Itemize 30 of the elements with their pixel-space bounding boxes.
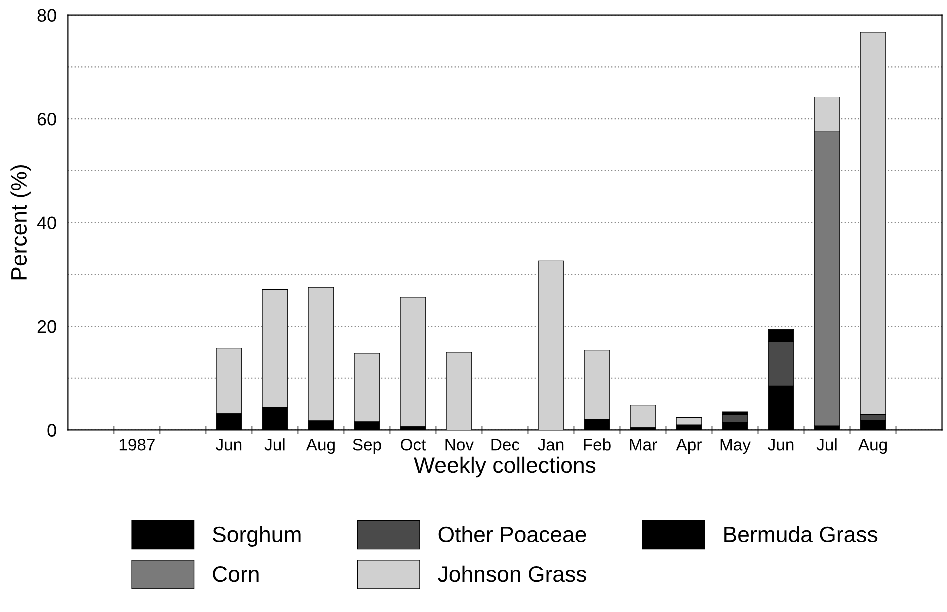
y-tick-label: 40 bbox=[37, 216, 56, 230]
legend-label: Corn bbox=[213, 566, 259, 582]
legend-label: Other Poaceae bbox=[438, 526, 586, 543]
legend-label: Sorghum bbox=[213, 526, 301, 547]
legend-label: Johnson Grass bbox=[438, 566, 586, 582]
bar bbox=[400, 297, 426, 427]
y-tick-label: 0 bbox=[48, 424, 56, 437]
x-axis-title: Weekly collections bbox=[414, 456, 596, 478]
x-tick-label: Apr bbox=[676, 439, 702, 454]
x-tick-label: Jul bbox=[264, 438, 285, 451]
y-axis-title: Percent (%) bbox=[10, 165, 32, 280]
x-tick-label: Dec bbox=[492, 439, 520, 451]
x-tick-label: May bbox=[720, 439, 751, 454]
x-tick-label: Aug bbox=[306, 439, 335, 454]
x-tick-label: Mar bbox=[630, 439, 658, 451]
x-tick-label: Jan bbox=[538, 439, 564, 451]
y-tick-label: 60 bbox=[38, 112, 56, 126]
y-tick-label: 20 bbox=[38, 320, 56, 334]
x-tick-label: Jul bbox=[816, 438, 837, 451]
bar bbox=[630, 405, 656, 428]
y-tick-label: 80 bbox=[38, 9, 56, 22]
x-tick-label: Oct bbox=[401, 439, 426, 451]
x-tick-label: Jun bbox=[216, 439, 242, 451]
x-tick-label: Feb bbox=[584, 438, 611, 451]
x-tick-label: Aug bbox=[858, 439, 888, 454]
x-tick-label: Nov bbox=[446, 439, 474, 451]
x-tick-label: Jun bbox=[768, 439, 794, 451]
x-tick-label: Sep bbox=[353, 439, 382, 454]
legend-label: Bermuda Grass bbox=[724, 526, 878, 543]
x-tick-label: 1987 bbox=[120, 439, 155, 451]
